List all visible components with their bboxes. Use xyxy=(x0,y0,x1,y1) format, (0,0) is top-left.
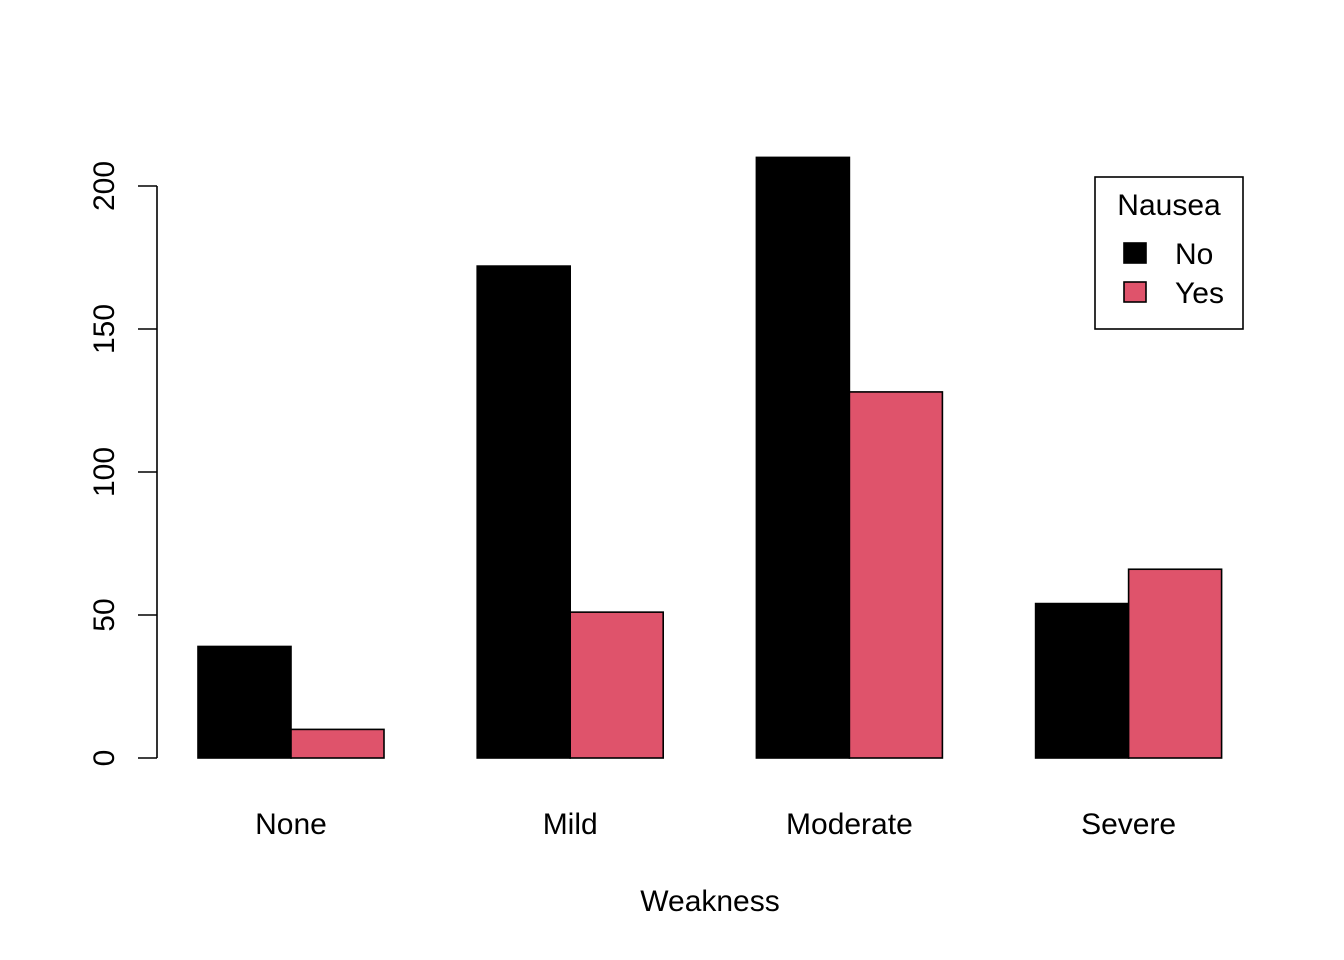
bar-yes-moderate xyxy=(848,391,944,759)
bar-no-moderate xyxy=(755,156,851,759)
y-tick-label: 100 xyxy=(88,447,121,497)
legend-title: Nausea xyxy=(1117,189,1221,222)
y-tick-label: 150 xyxy=(88,304,121,354)
bar-yes-severe xyxy=(1127,568,1223,759)
legend-label-yes: Yes xyxy=(1175,277,1224,310)
x-axis-title: Weakness xyxy=(640,885,780,918)
legend-label-no: No xyxy=(1175,238,1213,271)
bar-no-mild xyxy=(476,265,572,759)
y-ticks: 0 50 100 150 200 xyxy=(88,161,157,766)
y-tick-label: 50 xyxy=(88,598,121,631)
bar-yes-mild xyxy=(569,611,665,759)
y-axis: 0 50 100 150 200 xyxy=(88,161,158,766)
bar-yes-none xyxy=(290,728,385,759)
y-tick-label: 200 xyxy=(88,161,121,211)
bar-no-severe xyxy=(1034,602,1130,759)
legend-box xyxy=(1094,176,1244,330)
x-category-labels: None Mild Moderate Severe xyxy=(255,808,1176,841)
bar-no-none xyxy=(197,645,292,759)
legend-swatch-no xyxy=(1123,242,1147,264)
legend: Nausea No Yes xyxy=(1094,176,1244,330)
legend-swatch-yes xyxy=(1123,281,1147,303)
x-category-label: Moderate xyxy=(786,808,913,841)
y-tick-label: 0 xyxy=(88,750,121,767)
bars-group xyxy=(197,156,1223,759)
x-category-label: Severe xyxy=(1081,808,1176,841)
x-category-label: Mild xyxy=(543,808,598,841)
x-category-label: None xyxy=(255,808,327,841)
legend-items: No Yes xyxy=(1123,238,1224,310)
